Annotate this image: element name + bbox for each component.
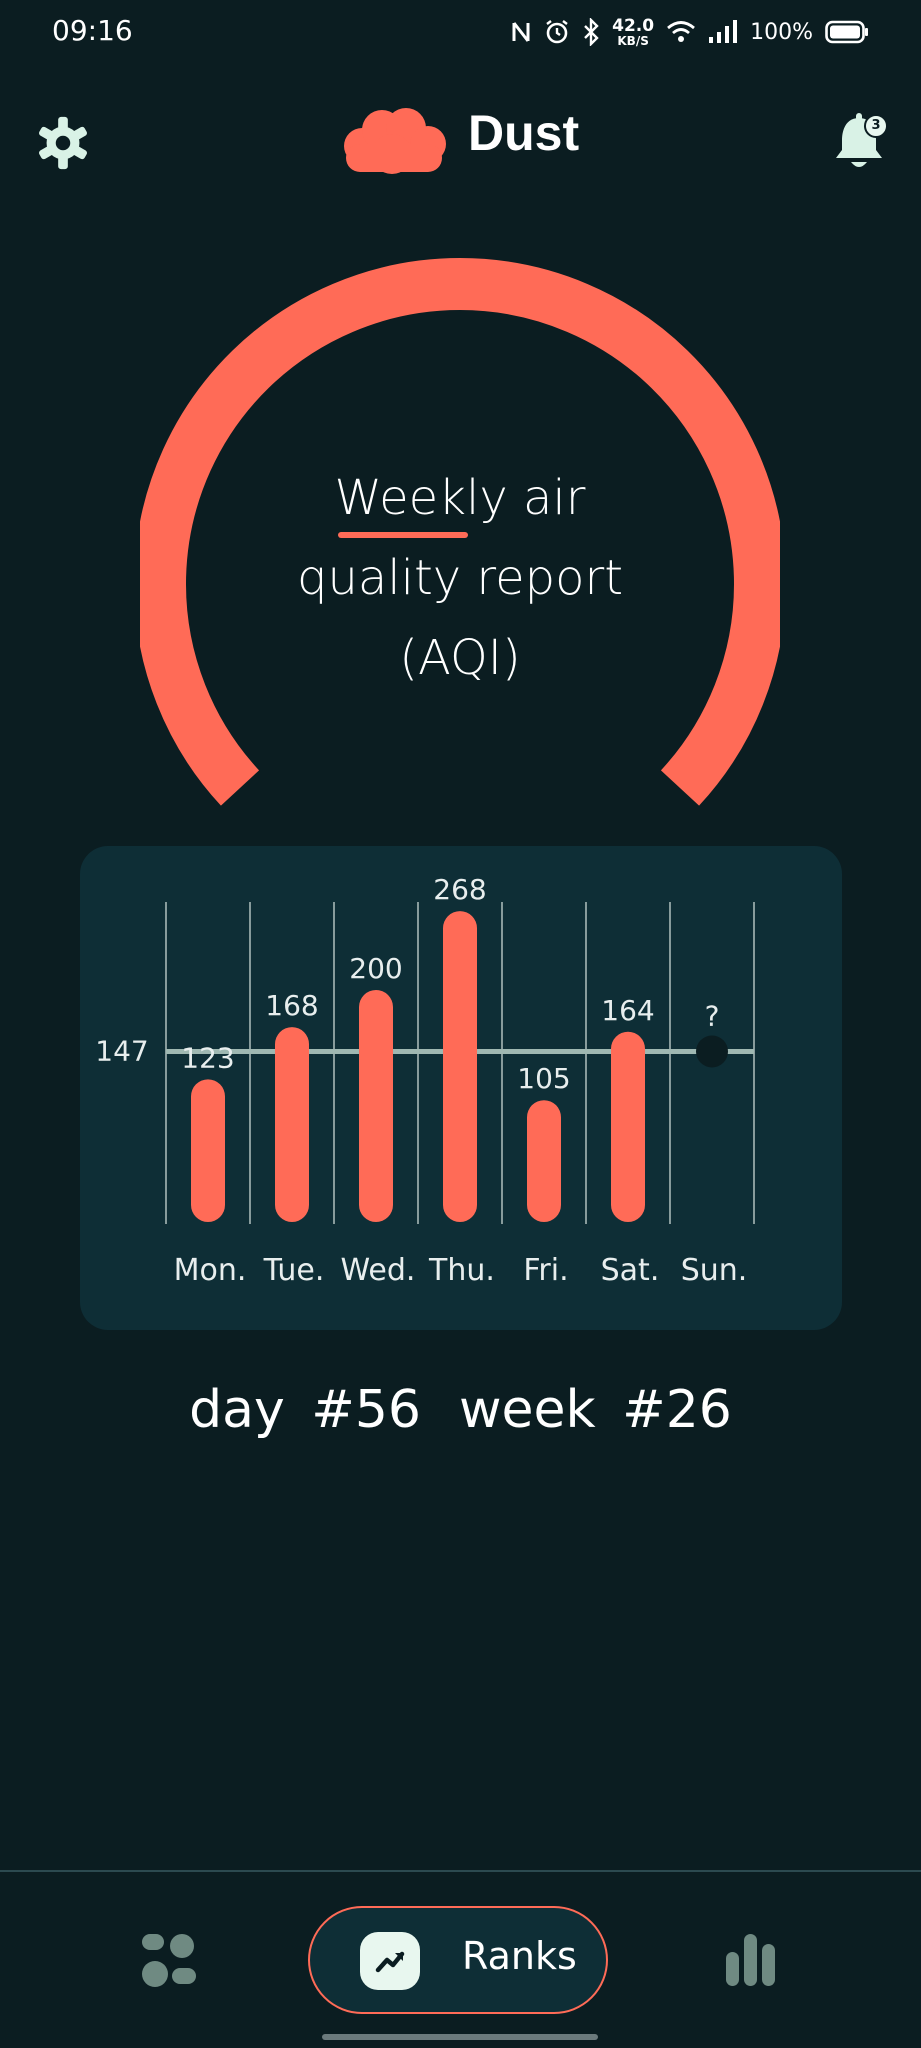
weekly-aqi-chart-card: 147 123 Mon. 168 Tue. 200 Wed. 268 Thu. 105 Fri. 16… xyxy=(80,846,842,1330)
bar-thu xyxy=(443,911,477,1222)
bar-value-label: 268 xyxy=(433,873,486,906)
bar-chart-stats-icon[interactable] xyxy=(722,1928,780,1988)
network-speed: 42.0 KB/S xyxy=(612,15,655,48)
day-counter: day #56 xyxy=(189,1380,421,1440)
network-speed-value: 42.0 xyxy=(612,15,655,36)
report-title-line-3: (AQI) xyxy=(399,630,521,686)
bar-value-label: 200 xyxy=(349,952,402,985)
bar-sat xyxy=(611,1031,645,1222)
day-tick-label: Mon. xyxy=(174,1253,247,1288)
weekly-aqi-bar-chart: 147 123 Mon. 168 Tue. 200 Wed. 268 Thu. 105 Fri. 16… xyxy=(95,873,755,1288)
bar-mon xyxy=(191,1079,225,1222)
nfc-icon xyxy=(512,22,530,42)
day-tick-label: Thu. xyxy=(428,1253,495,1288)
bar-value-label: 164 xyxy=(601,994,654,1027)
bluetooth-icon xyxy=(584,18,599,46)
battery-percent: 100% xyxy=(750,19,813,45)
aqi-gauge-arc xyxy=(140,258,780,806)
day-tick-label: Sun. xyxy=(681,1253,748,1288)
settings-gear-icon[interactable] xyxy=(34,114,92,172)
average-label: 147 xyxy=(95,1034,148,1067)
app-title: Dust xyxy=(468,105,580,161)
bar-value-label: ? xyxy=(705,999,720,1032)
week-counter: week #26 xyxy=(459,1380,732,1440)
bar-value-label: 123 xyxy=(181,1041,234,1074)
notification-count-badge: 3 xyxy=(864,114,888,138)
bar-tue xyxy=(275,1027,309,1222)
weekly-report-title: Weekly air quality report (AQI) xyxy=(260,458,660,698)
bar-wed xyxy=(359,990,393,1222)
wifi-icon xyxy=(667,21,695,42)
signal-icon xyxy=(709,20,738,43)
day-week-indicator: day #56 week #26 xyxy=(0,1380,921,1440)
status-icons: 42.0 KB/S 100% xyxy=(510,14,869,50)
bar-value-label: 105 xyxy=(517,1062,570,1095)
report-title-line-1: Weekly air xyxy=(334,470,586,526)
ranks-tab[interactable]: Ranks xyxy=(308,1906,608,2014)
dashboard-grid-icon[interactable] xyxy=(140,1932,198,1990)
alarm-icon xyxy=(546,20,568,44)
dust-cloud-logo-icon xyxy=(344,108,446,174)
bar-value-label: 168 xyxy=(265,989,318,1022)
network-speed-unit: KB/S xyxy=(617,33,649,48)
day-tick-label: Tue. xyxy=(263,1253,325,1288)
bottom-nav-divider xyxy=(0,1870,921,1872)
ranks-tab-label: Ranks xyxy=(462,1934,577,1978)
battery-icon xyxy=(825,20,868,44)
day-tick-label: Sat. xyxy=(601,1253,660,1288)
day-tick-label: Fri. xyxy=(523,1253,568,1288)
status-time: 09:16 xyxy=(52,14,133,47)
trending-up-icon xyxy=(360,1932,420,1990)
report-title-line-2: quality report xyxy=(296,550,624,606)
home-indicator[interactable] xyxy=(322,2034,598,2040)
pending-point xyxy=(696,1035,728,1068)
bar-fri xyxy=(527,1100,561,1222)
status-bar: 09:16 42.0 KB/S 100% xyxy=(0,0,921,62)
title-underline xyxy=(338,532,468,538)
day-tick-label: Wed. xyxy=(341,1253,416,1288)
